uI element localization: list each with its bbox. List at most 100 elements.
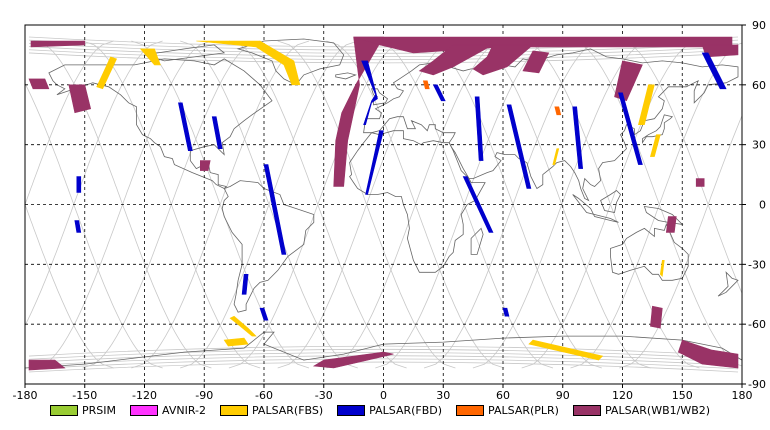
swath-palsar-fbd [76, 176, 82, 193]
swath-palsar-fbd [259, 307, 269, 321]
swath-palsar-fbs [196, 40, 301, 86]
swath-palsar-fbs [96, 56, 118, 90]
x-tick-label: 30 [436, 389, 450, 400]
swath-palsar-fbd [241, 273, 249, 295]
swath-palsar-fbd [506, 104, 532, 189]
x-tick-label: -90 [195, 389, 213, 400]
legend-item: AVNIR-2 [130, 404, 206, 417]
orbit-track [28, 358, 739, 370]
coastline-borneo [600, 189, 621, 213]
swath-palsar-fbd [474, 96, 484, 161]
legend-label: PALSAR(PLR) [488, 403, 559, 417]
coastline-arctic-islands [144, 44, 226, 62]
x-tick-label: -150 [72, 389, 97, 400]
swath-palsar-fbs [223, 337, 249, 347]
swath-palsar-wb [312, 351, 394, 369]
swath-palsar-plr [554, 106, 562, 116]
legend-label: AVNIR-2 [162, 403, 206, 417]
swath-palsar-wb [28, 78, 50, 90]
swath-palsar-fbs [659, 259, 665, 277]
orbit-track [28, 42, 739, 54]
orbit-track [228, 40, 407, 369]
swath-palsar-wb [200, 160, 211, 171]
x-tick-label: -120 [132, 389, 157, 400]
swath-palsar-fbd [572, 106, 584, 169]
swath-palsar-fbd [365, 130, 384, 195]
swath-palsar-fbd [701, 52, 727, 90]
swath-palsar-fbs [650, 134, 661, 157]
swath-palsar-wb [677, 339, 739, 369]
legend-swatch [337, 404, 366, 416]
coastline-australia [610, 223, 689, 281]
swath-palsar-fbs [139, 48, 161, 66]
swath-palsar-fbd [361, 60, 378, 125]
coastline-south-america [221, 180, 315, 313]
y-tick-label: 30 [752, 139, 766, 152]
legend-label: PALSAR(FBS) [251, 403, 324, 417]
coastline-iceland [335, 72, 357, 80]
legend-swatch [456, 404, 485, 416]
coastline-madagascar [470, 227, 484, 255]
x-tick-label: -60 [255, 389, 273, 400]
coastline-new-zealand [717, 271, 739, 297]
swath-palsar-wb [28, 359, 66, 371]
x-tick-label: 120 [612, 389, 633, 400]
x-tick-label: 180 [732, 389, 753, 400]
y-tick-label: 0 [759, 199, 766, 212]
swath-palsar-fbd [263, 164, 287, 255]
legend: PRSIM AVNIR-2 PALSAR(FBS) PALSAR(FBD) PALSAR… [50, 403, 724, 417]
legend-item: PRSIM [50, 404, 116, 417]
legend-label: PALSAR(FBD) [369, 403, 443, 417]
legend-swatch [219, 404, 248, 416]
swath-palsar-fbd [74, 220, 82, 233]
legend-label: PALSAR(WB1/WB2) [604, 403, 711, 417]
coverage-map: -180 -150 -120 -90 -60 -30 0 30 60 90 120 150 180 90… [12, 19, 766, 400]
swath-palsar-fbs [552, 148, 560, 165]
legend-swatch [572, 404, 601, 416]
swath-palsar-fbd [432, 84, 446, 102]
legend-item: PALSAR(WB1/WB2) [572, 403, 711, 417]
legend-swatch [50, 404, 78, 416]
swath-palsar-wb [665, 216, 677, 233]
y-tick-label: -60 [748, 318, 766, 331]
swath-palsar-wb [472, 44, 534, 76]
y-tick-label: -90 [748, 378, 766, 391]
x-tick-label: 0 [380, 389, 387, 400]
y-tick-label: 90 [752, 19, 766, 32]
swath-palsar-wb [30, 40, 86, 48]
swath-palsar-fbd [618, 92, 643, 165]
swath-palsar-wb [68, 84, 92, 114]
swath-palsar-fbs [528, 339, 604, 361]
y-tick-label: -30 [748, 258, 766, 271]
legend-item: PALSAR(PLR) [456, 404, 559, 417]
coastline-japan [642, 114, 674, 145]
swath-palsar-wb [650, 305, 663, 329]
orbit-track [277, 40, 456, 369]
orbit-track [28, 345, 739, 357]
coastline-indonesia [572, 194, 619, 223]
y-tick-label: 60 [752, 79, 766, 92]
x-tick-label: 90 [556, 389, 570, 400]
swath-palsar-wb [333, 36, 385, 187]
x-tick-label: 150 [672, 389, 693, 400]
legend-item: PALSAR(FBS) [219, 403, 324, 417]
swath-palsar-wb [695, 178, 705, 187]
swath-palsar-fbs [638, 84, 655, 125]
swath-palsar-wb [614, 60, 643, 102]
orbit-track [180, 40, 358, 369]
swath-palsar-fbd [211, 116, 223, 149]
swath-palsar-fbd [502, 307, 510, 317]
swath-palsar-plr [422, 80, 430, 90]
swath-palsar-fbd [178, 102, 193, 151]
x-tick-label: -30 [315, 389, 333, 400]
legend-label: PRSIM [82, 403, 116, 417]
coastline-greenland [236, 38, 345, 86]
legend-swatch [130, 404, 158, 416]
coastline-antarctica-edge [25, 331, 742, 369]
orbit-track [619, 40, 742, 295]
x-tick-label: 60 [496, 389, 510, 400]
y-axis-ticks: 90 60 30 0 -30 -60 -90 [742, 19, 766, 391]
orbit-track [25, 40, 114, 206]
swath-palsar-wb [522, 50, 550, 74]
orbit-track [25, 203, 114, 369]
